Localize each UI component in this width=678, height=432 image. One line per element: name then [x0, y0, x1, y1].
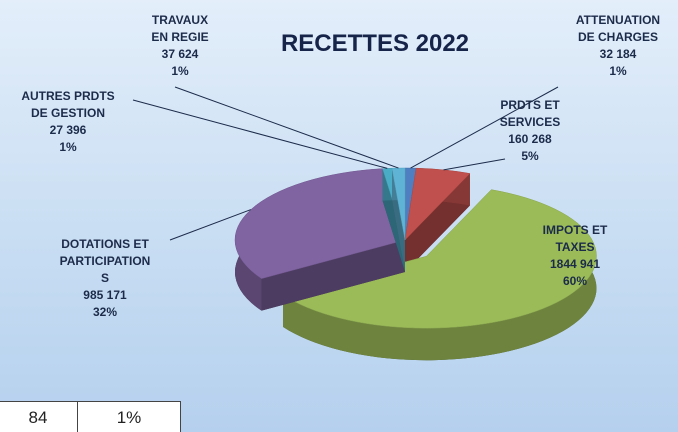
value-label: 1844 941 — [549, 257, 601, 271]
category-label: PRDTS ET SERVICES — [499, 98, 561, 129]
leader-line — [132, 99, 388, 169]
percent-label: 32% — [92, 305, 118, 319]
value-label: 160 268 — [508, 132, 552, 146]
data-label: PRDTS ET SERVICES 160 268 5% — [465, 97, 595, 165]
percent-label: 60% — [562, 274, 588, 288]
data-label: AUTRES PRDTS DE GESTION 27 396 1% — [3, 88, 133, 156]
slice-top — [391, 167, 406, 241]
category-label: IMPOTS ET TAXES — [542, 223, 608, 254]
slice-side — [282, 189, 597, 361]
data-label: ATTENUATION DE CHARGES 32 184 1% — [553, 12, 678, 80]
value-label: 32 184 — [599, 47, 637, 61]
data-label: DOTATIONS ET PARTICIPATION S 985 171 32% — [40, 236, 170, 321]
slice-wall — [261, 240, 405, 311]
value-label: 985 171 — [83, 288, 127, 302]
value-label: 37 624 — [161, 47, 199, 61]
leader-line — [174, 86, 399, 169]
table-cell: 1% — [77, 401, 181, 432]
slice — [404, 167, 471, 272]
slice-top — [282, 189, 597, 329]
data-label: TRAVAUX EN REGIE 37 624 1% — [115, 12, 245, 80]
percent-label: 5% — [521, 149, 539, 163]
percent-label: 1% — [609, 64, 627, 78]
category-label: TRAVAUX EN REGIE — [151, 13, 209, 44]
chart-title: RECETTES 2022 — [280, 30, 470, 57]
slice-top — [404, 167, 471, 241]
category-label: ATTENUATION DE CHARGES — [575, 13, 661, 44]
leader-line — [169, 209, 252, 241]
value-label: 27 396 — [49, 123, 87, 137]
leader-line — [410, 86, 559, 169]
percent-label: 1% — [171, 64, 189, 78]
percent-label: 1% — [59, 140, 77, 154]
data-label: IMPOTS ET TAXES 1844 941 60% — [510, 222, 640, 290]
table-cell: 84 — [0, 401, 78, 432]
category-label: AUTRES PRDTS DE GESTION — [21, 89, 115, 120]
slice — [391, 167, 406, 272]
leader-line — [443, 158, 506, 171]
table: 84 1% — [0, 401, 181, 432]
category-label: DOTATIONS ET PARTICIPATION S — [59, 237, 151, 285]
